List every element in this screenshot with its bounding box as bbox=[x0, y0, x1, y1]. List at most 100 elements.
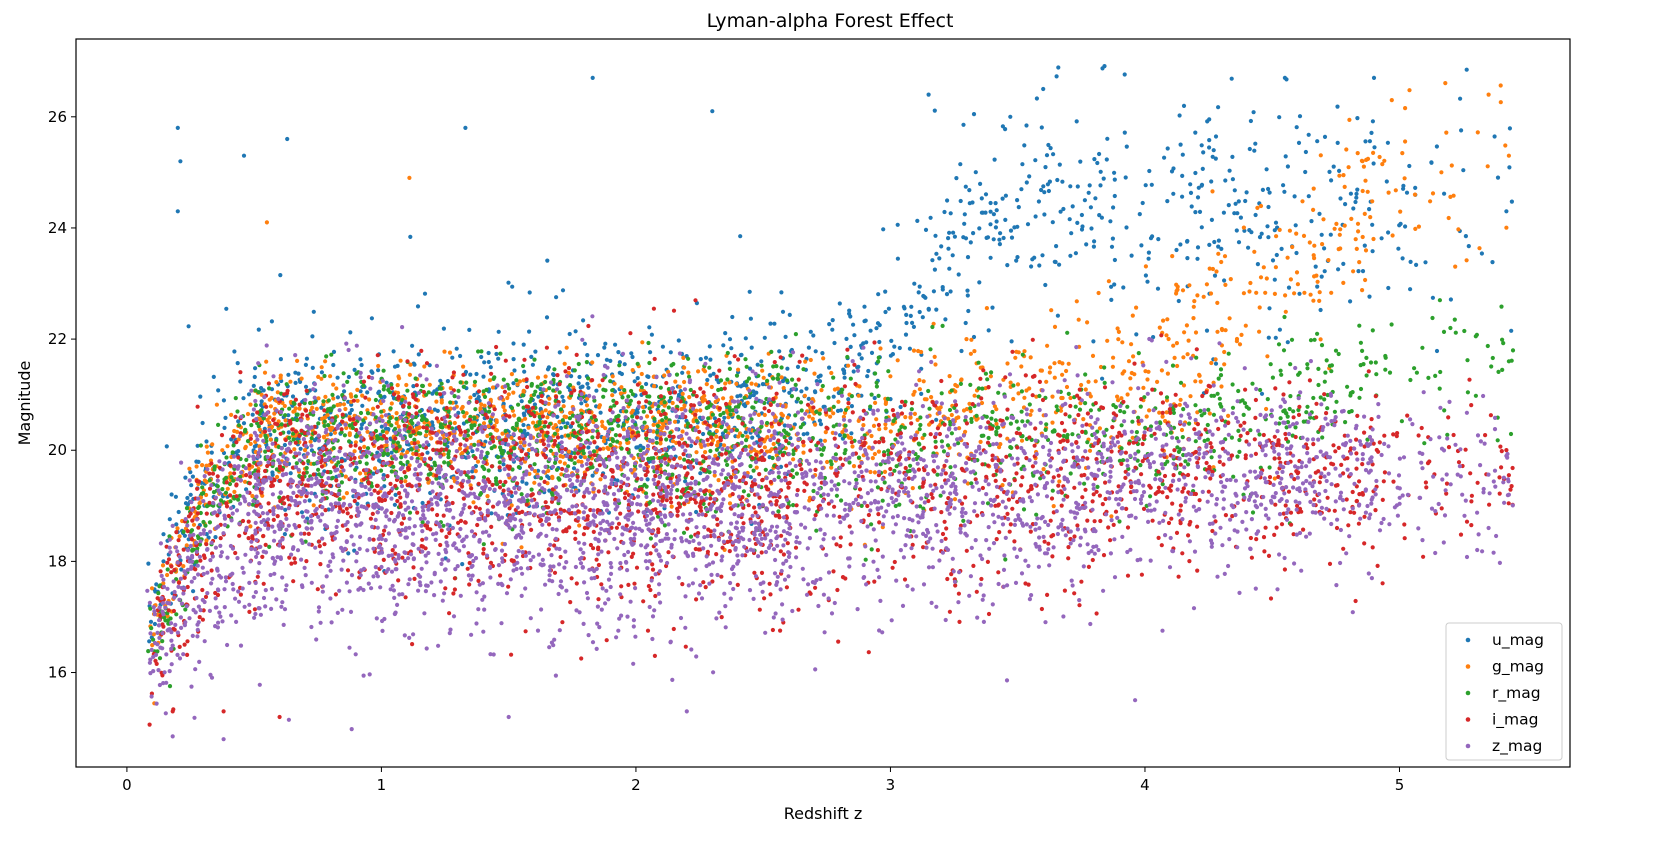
point-u_mag bbox=[1353, 199, 1358, 205]
point-r_mag bbox=[1333, 348, 1339, 353]
chart-title: Lyman-alpha Forest Effect bbox=[707, 10, 954, 32]
point-g_mag bbox=[1068, 395, 1073, 401]
point-g_mag bbox=[597, 383, 602, 388]
point-g_mag bbox=[205, 450, 210, 455]
point-r_mag bbox=[228, 499, 233, 504]
point-u_mag bbox=[616, 350, 621, 355]
point-u_mag bbox=[1400, 256, 1405, 261]
point-u_mag bbox=[560, 288, 566, 293]
point-i_mag bbox=[741, 521, 746, 526]
point-g_mag bbox=[376, 363, 381, 369]
point-r_mag bbox=[163, 618, 168, 623]
point-u_mag bbox=[481, 374, 486, 379]
point-u_mag bbox=[632, 379, 637, 384]
point-r_mag bbox=[566, 433, 571, 438]
point-u_mag bbox=[547, 488, 552, 493]
point-i_mag bbox=[539, 393, 544, 399]
point-r_mag bbox=[1206, 407, 1211, 412]
point-r_mag bbox=[655, 430, 660, 435]
point-r_mag bbox=[1462, 328, 1467, 334]
point-u_mag bbox=[958, 162, 963, 167]
point-u_mag bbox=[1246, 245, 1251, 250]
point-g_mag bbox=[365, 429, 370, 434]
point-u_mag bbox=[520, 479, 525, 484]
point-i_mag bbox=[1362, 541, 1367, 546]
point-g_mag bbox=[1326, 258, 1331, 263]
point-u_mag bbox=[1408, 259, 1413, 264]
point-u_mag bbox=[489, 511, 494, 516]
point-g_mag bbox=[821, 356, 826, 361]
point-g_mag bbox=[1188, 394, 1193, 399]
point-r_mag bbox=[799, 408, 804, 413]
point-g_mag bbox=[511, 413, 517, 418]
point-g_mag bbox=[872, 470, 878, 475]
point-r_mag bbox=[1437, 386, 1442, 391]
point-r_mag bbox=[775, 376, 780, 381]
point-u_mag bbox=[1042, 190, 1047, 195]
point-u_mag bbox=[147, 639, 152, 644]
point-g_mag bbox=[625, 440, 630, 445]
point-g_mag bbox=[1005, 361, 1010, 366]
point-u_mag bbox=[747, 395, 752, 400]
point-i_mag bbox=[1119, 461, 1124, 466]
point-u_mag bbox=[213, 535, 218, 540]
point-u_mag bbox=[963, 320, 968, 326]
point-u_mag bbox=[586, 385, 591, 390]
point-u_mag bbox=[346, 551, 351, 556]
point-i_mag bbox=[1167, 407, 1172, 412]
point-u_mag bbox=[735, 394, 740, 399]
point-u_mag bbox=[1008, 228, 1014, 233]
point-g_mag bbox=[371, 406, 376, 411]
point-u_mag bbox=[1255, 262, 1260, 267]
point-u_mag bbox=[1075, 220, 1080, 225]
point-r_mag bbox=[776, 475, 781, 480]
point-i_mag bbox=[566, 366, 572, 371]
point-r_mag bbox=[316, 421, 321, 426]
point-r_mag bbox=[1370, 328, 1375, 333]
point-u_mag bbox=[1009, 235, 1015, 240]
point-g_mag bbox=[1312, 243, 1317, 248]
point-u_mag bbox=[561, 398, 566, 404]
point-u_mag bbox=[522, 428, 527, 433]
point-g_mag bbox=[1243, 323, 1248, 328]
point-r_mag bbox=[1217, 396, 1222, 401]
point-r_mag bbox=[560, 418, 565, 423]
point-r_mag bbox=[674, 372, 680, 377]
point-u_mag bbox=[1322, 134, 1328, 139]
point-g_mag bbox=[1389, 98, 1394, 103]
point-g_mag bbox=[598, 477, 603, 482]
point-g_mag bbox=[908, 415, 913, 420]
point-u_mag bbox=[727, 337, 733, 342]
point-r_mag bbox=[514, 378, 519, 383]
point-i_mag bbox=[467, 417, 472, 422]
point-g_mag bbox=[888, 374, 893, 379]
point-g_mag bbox=[680, 391, 685, 396]
point-g_mag bbox=[1059, 395, 1064, 401]
point-g_mag bbox=[1258, 203, 1264, 209]
point-r_mag bbox=[638, 448, 643, 453]
point-r_mag bbox=[1276, 342, 1282, 347]
point-r_mag bbox=[707, 365, 712, 370]
point-g_mag bbox=[427, 382, 432, 387]
point-r_mag bbox=[407, 510, 413, 515]
point-i_mag bbox=[1193, 476, 1199, 481]
point-g_mag bbox=[355, 398, 360, 403]
point-u_mag bbox=[1015, 255, 1020, 260]
point-g_mag bbox=[1360, 234, 1365, 240]
point-r_mag bbox=[1009, 445, 1014, 450]
point-g_mag bbox=[808, 357, 813, 363]
point-g_mag bbox=[229, 412, 234, 417]
point-u_mag bbox=[1296, 140, 1302, 145]
point-r_mag bbox=[655, 423, 661, 429]
point-g_mag bbox=[551, 425, 556, 430]
point-u_mag bbox=[585, 381, 590, 386]
point-g_mag bbox=[177, 534, 182, 539]
point-u_mag bbox=[1025, 222, 1031, 227]
point-g_mag bbox=[681, 355, 686, 360]
point-g_mag bbox=[727, 501, 733, 506]
point-u_mag bbox=[441, 326, 446, 331]
point-r_mag bbox=[750, 405, 755, 410]
point-r_mag bbox=[543, 379, 548, 385]
point-i_mag bbox=[1072, 485, 1077, 490]
point-g_mag bbox=[1334, 221, 1339, 226]
